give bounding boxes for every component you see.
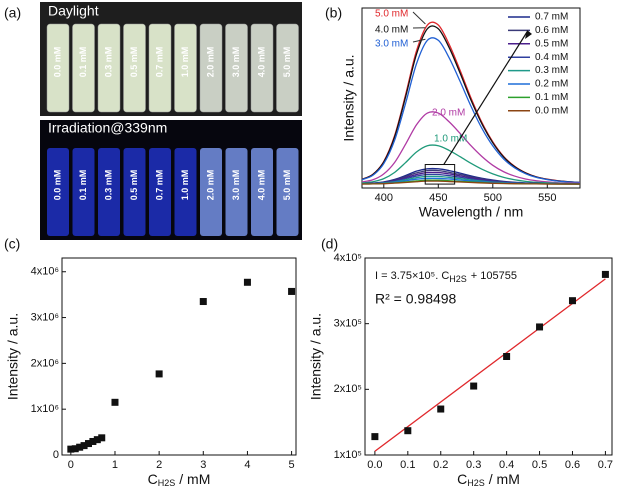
point xyxy=(98,434,105,441)
panel-label: (a) xyxy=(4,5,21,21)
label-part: C xyxy=(457,471,467,487)
panel-label: (c) xyxy=(4,236,20,252)
vial-label: 2.0 mM xyxy=(205,170,215,201)
vial-label: 4.0 mM xyxy=(256,170,266,201)
axis-label: Intensity / a.u. xyxy=(341,54,357,141)
photo-title: Daylight xyxy=(48,3,99,19)
point xyxy=(244,279,251,286)
vial-label: 5.0 mM xyxy=(282,170,292,201)
x-tick-label: 3 xyxy=(200,459,206,471)
x-tick-label: 500 xyxy=(484,192,502,204)
y-tick-label: 4x10⁶ xyxy=(31,266,59,278)
x-tick-label: 450 xyxy=(429,192,447,204)
vial-label: 0.7 mM xyxy=(154,47,164,78)
point xyxy=(569,297,576,304)
legend-label: 0.5 mM xyxy=(535,38,568,49)
label-part: / mM xyxy=(179,471,210,487)
legend-label: 0.7 mM xyxy=(535,12,568,23)
photo-title: Irradiation@339nm xyxy=(48,120,167,136)
curve-label: 4.0 mM xyxy=(375,25,408,36)
x-tick-label: 0.7 xyxy=(598,459,613,471)
point xyxy=(200,298,207,305)
label-subscript: H2S xyxy=(467,478,485,488)
legend-label: 0.4 mM xyxy=(535,52,568,63)
label-subscript: H2S xyxy=(449,274,467,284)
label-subscript: H2S xyxy=(158,478,176,488)
axis-label: CH2S/ mM xyxy=(148,471,211,489)
axis-label: Intensity / a.u. xyxy=(5,313,21,400)
vial-label: 0.7 mM xyxy=(154,170,164,201)
x-tick-label: 4 xyxy=(244,459,250,471)
vial-label: 0.3 mM xyxy=(103,170,113,201)
point xyxy=(536,323,543,330)
vial-label: 0.1 mM xyxy=(78,170,88,201)
vial-label: 0.0 mM xyxy=(52,170,62,201)
curve-label: 5.0 mM xyxy=(375,9,408,20)
x-tick-label: 400 xyxy=(375,192,393,204)
vial-label: 0.0 mM xyxy=(52,47,62,78)
y-tick-label: 2x10⁶ xyxy=(31,357,59,369)
y-tick-label: 3x10⁵ xyxy=(334,318,362,330)
vial-label: 0.3 mM xyxy=(103,47,113,78)
point xyxy=(156,370,163,377)
vial-label: 0.5 mM xyxy=(129,47,139,78)
x-tick-label: 0.1 xyxy=(400,459,415,471)
x-tick-label: 0.3 xyxy=(466,459,481,471)
vial-label: 1.0 mM xyxy=(180,170,190,201)
label-part: + 105755 xyxy=(471,270,517,282)
point xyxy=(602,271,609,278)
y-tick-label: 1x10⁵ xyxy=(334,449,362,461)
axis-label: Intensity / a.u. xyxy=(308,313,324,400)
axis-label: CH2S / mM xyxy=(457,471,520,489)
x-tick-label: 1 xyxy=(112,459,118,471)
y-tick-label: 4x10⁵ xyxy=(334,252,362,264)
curve-label: 3.0 mM xyxy=(375,39,408,50)
point xyxy=(503,353,510,360)
x-tick-label: 2 xyxy=(156,459,162,471)
y-tick-label: 3x10⁶ xyxy=(31,311,59,323)
x-tick-label: 5 xyxy=(289,459,295,471)
annotation: R² = 0.98498 xyxy=(375,291,457,307)
y-tick-label: 2x10⁵ xyxy=(334,383,362,395)
x-tick-label: 0 xyxy=(68,459,74,471)
vial-label: 4.0 mM xyxy=(256,47,266,78)
x-tick-label: 550 xyxy=(538,192,556,204)
label-part: I = 3.75×10⁵. C xyxy=(375,270,449,282)
x-tick-label: 0.6 xyxy=(565,459,580,471)
vial-label: 0.1 mM xyxy=(78,47,88,78)
point xyxy=(404,427,411,434)
vial-label: 5.0 mM xyxy=(282,47,292,78)
vial-label: 3.0 mM xyxy=(231,170,241,201)
legend-label: 0.6 mM xyxy=(535,25,568,36)
vial-label: 1.0 mM xyxy=(180,47,190,78)
x-tick-label: 0.4 xyxy=(499,459,514,471)
legend-label: 0.0 mM xyxy=(535,105,568,116)
legend-label: 0.3 mM xyxy=(535,65,568,76)
legend-label: 0.1 mM xyxy=(535,92,568,103)
label-part: C xyxy=(148,471,158,487)
y-tick-label: 1x10⁶ xyxy=(31,403,59,415)
point xyxy=(371,433,378,440)
y-tick-label: 0 xyxy=(53,449,59,461)
label-part: / mM xyxy=(489,471,520,487)
point xyxy=(437,406,444,413)
point xyxy=(288,288,295,295)
x-tick-label: 0.2 xyxy=(433,459,448,471)
vial-label: 3.0 mM xyxy=(231,47,241,78)
panel-label: (b) xyxy=(325,5,342,21)
point xyxy=(470,383,477,390)
panel-label: (d) xyxy=(321,236,338,252)
vial-label: 0.5 mM xyxy=(129,170,139,201)
legend-label: 0.2 mM xyxy=(535,79,568,90)
point xyxy=(111,399,118,406)
x-tick-label: 0.5 xyxy=(532,459,547,471)
x-tick-label: 0.0 xyxy=(367,459,382,471)
curve-label: 2.0 mM xyxy=(432,108,465,119)
axis-label: Wavelength / nm xyxy=(419,204,524,220)
vial-label: 2.0 mM xyxy=(205,47,215,78)
